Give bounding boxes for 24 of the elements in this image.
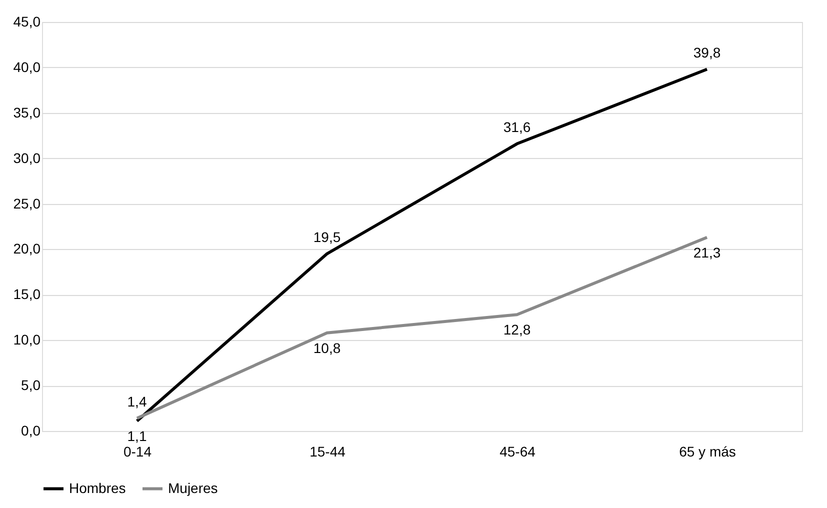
data-label: 19,5 [313,228,341,245]
data-label: 39,8 [693,44,721,60]
y-tick-label: 15,0 [13,286,41,302]
data-label: 10,8 [313,340,341,356]
y-tick-label: 25,0 [13,195,41,212]
data-label: 31,6 [503,118,531,135]
y-tick-label: 20,0 [13,240,41,257]
y-tick-label: 40,0 [13,58,41,75]
x-tick-label: 65 y más [679,444,736,460]
y-tick-label: 30,0 [13,150,41,166]
legend-label: Mujeres [168,480,218,496]
y-tick-label: 35,0 [13,104,41,120]
data-label: 1,4 [127,393,147,410]
y-tick-label: 0,0 [21,422,41,438]
data-label: 12,8 [503,322,531,338]
y-tick-label: 45,0 [13,14,41,30]
x-tick-label: 0-14 [123,444,152,460]
data-label: 21,3 [693,244,721,260]
legend-label: Hombres [69,480,126,496]
y-tick-label: 5,0 [21,377,41,394]
data-label: 1,1 [127,428,147,444]
x-tick-label: 15-44 [310,444,346,460]
x-tick-label: 45-64 [500,444,536,460]
y-tick-label: 10,0 [13,332,41,348]
